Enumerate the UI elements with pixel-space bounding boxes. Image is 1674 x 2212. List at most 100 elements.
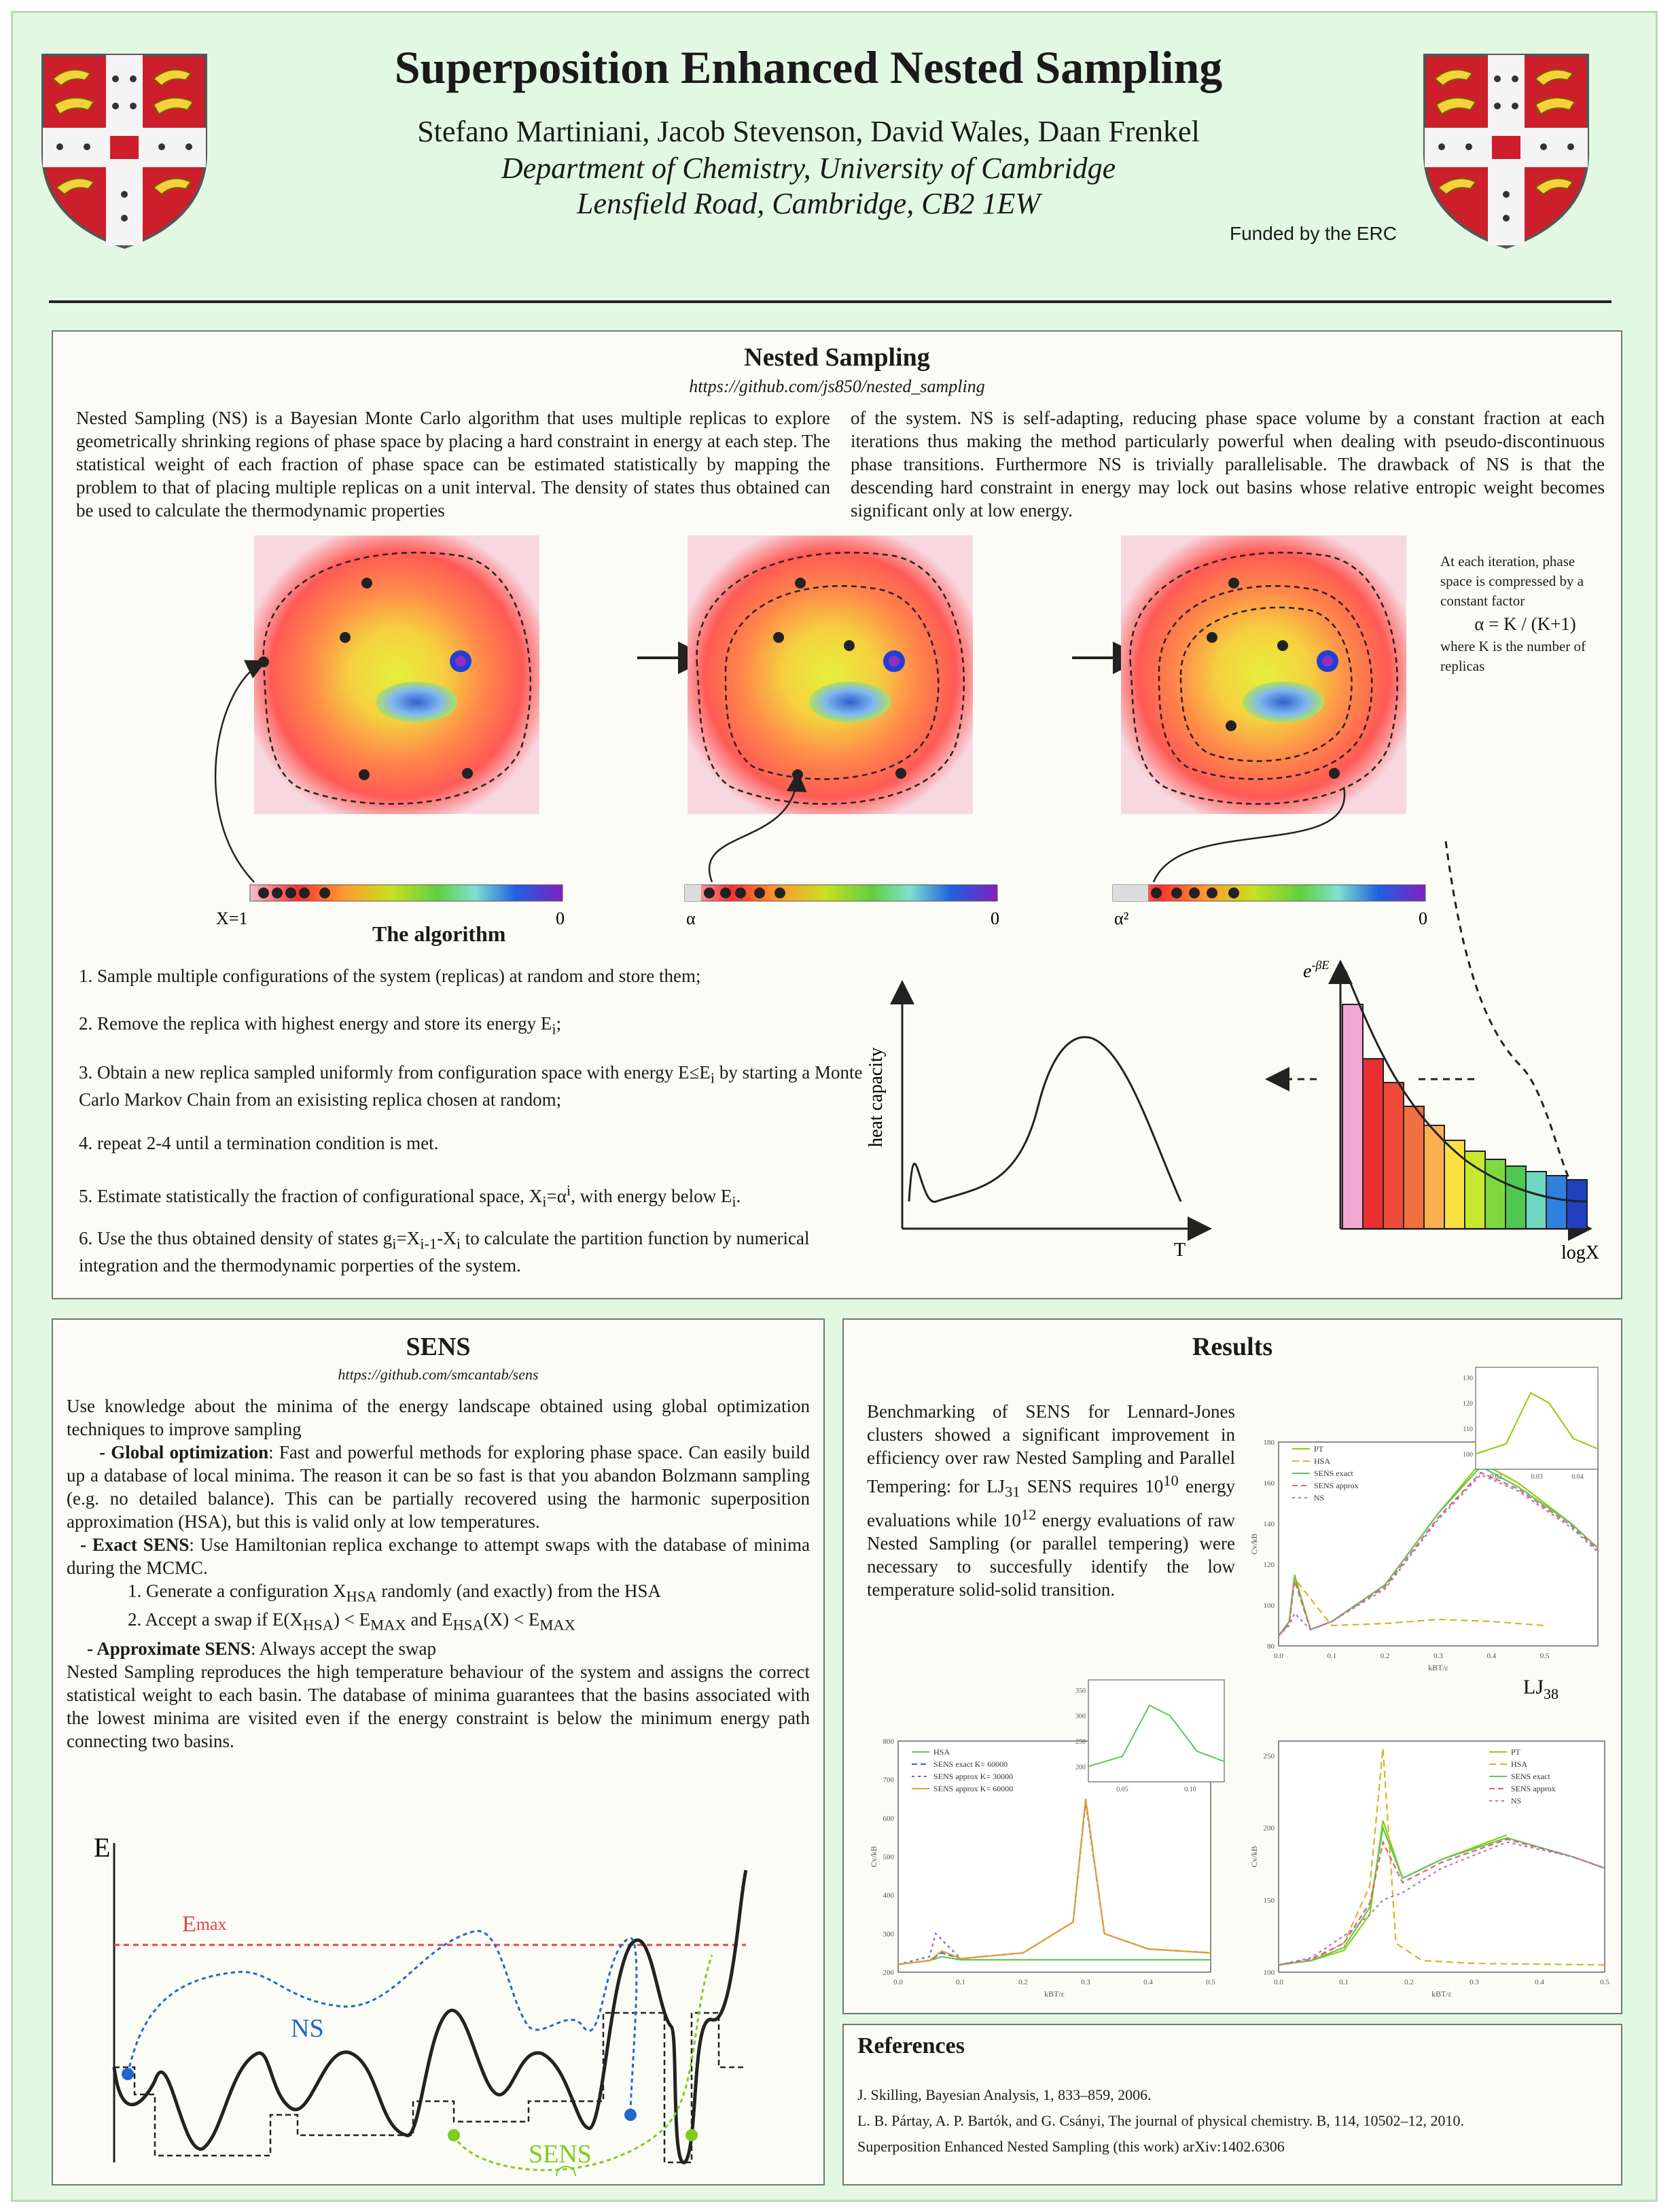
energy-landscape-diagram: E Emax NS SENS <box>94 1832 748 2176</box>
ns-path <box>126 1930 638 2116</box>
x-tick-label: 0.4 <box>1535 1978 1544 1986</box>
heat-ylabel: heat capacity <box>866 1047 887 1147</box>
results-sub: 31 <box>1005 1483 1020 1500</box>
legend-entry: PT <box>1314 1444 1324 1454</box>
weights-label-sup: -βE <box>1311 958 1329 972</box>
inset-series-line <box>1088 1704 1225 1768</box>
plot-area <box>1278 1441 1599 1647</box>
plot-area <box>1278 1740 1605 1973</box>
series-line-sens-approx <box>1278 1838 1605 1966</box>
legend-entry: HSA <box>1314 1456 1330 1466</box>
landscape-panel-1 <box>254 536 539 814</box>
poster-title: Superposition Enhanced Nested Sampling <box>394 41 1223 93</box>
series-line-ns <box>1278 1841 1605 1966</box>
step-2-subscript: i <box>552 1020 556 1038</box>
exact-sens-paragraph: - Exact SENS: Use Hamiltonian replica ex… <box>67 1533 810 1579</box>
legend-entry: NS <box>1314 1493 1324 1503</box>
x-tick-label: 0.2 <box>1018 1978 1028 1986</box>
inset-x-tick-label: 0.02 <box>1490 1473 1502 1481</box>
approx-sens-paragraph: - Approximate SENS: Always accept the sw… <box>67 1637 810 1660</box>
department: Department of Chemistry, University of C… <box>501 152 1116 185</box>
y-tick-label: 300 <box>883 1930 895 1938</box>
y-tick-label: 100 <box>1264 1969 1275 1977</box>
sub2-sub2: MAX <box>370 1616 406 1634</box>
x-axis-label: kBT/ε <box>1431 1989 1452 1999</box>
sub1-sub: HSA <box>346 1587 377 1605</box>
step-6-d: -X <box>437 1228 457 1248</box>
ns-label: NS <box>291 2014 324 2043</box>
algorithm-step-6-text: 6. Use the thus obtained density of stat… <box>79 1228 393 1248</box>
legend-entry: HSA <box>1511 1759 1527 1769</box>
inset-y-tick-label: 110 <box>1463 1426 1473 1433</box>
references-panel: References J. Skilling, Bayesian Analysi… <box>842 2024 1622 2185</box>
y-tick-label: 500 <box>883 1853 895 1861</box>
algorithm-title: The algorithm <box>372 921 506 946</box>
x-tick-label: 0.1 <box>956 1978 965 1986</box>
results-panel: Results Benchmarking of SENS for Lennard… <box>842 1318 1622 2014</box>
legend: HSA SENS exact K= 60000 SENS approx K= 300… <box>912 1747 1013 1793</box>
approx-label: - Approximate SENS <box>87 1638 251 1659</box>
x-tick-label: 0.1 <box>1339 1978 1349 1986</box>
step-6-b: =X <box>396 1228 421 1248</box>
legend-entry: SENS exact <box>1314 1469 1353 1478</box>
step-5-end: . <box>736 1186 741 1206</box>
legend: PT HSA SENS exact SENS approx NS <box>1292 1444 1359 1503</box>
y-tick-label: 160 <box>1264 1479 1275 1488</box>
inset-y-tick-label: 130 <box>1463 1375 1473 1382</box>
y-tick-label: 400 <box>883 1892 895 1900</box>
curve-arrow-2 <box>708 771 807 883</box>
x-tick-label: 0.0 <box>893 1978 903 1986</box>
nested-sampling-panel: Nested Sampling https://github.com/js850… <box>52 330 1622 1299</box>
global-text: : Fast and powerful methods for explorin… <box>67 1442 810 1532</box>
energy-bars: X=1 0 α 0 α² 0 <box>216 884 1427 928</box>
e-axis-label: E <box>94 1832 110 1863</box>
compression-note-k: where K is the number of replicas <box>1440 638 1586 674</box>
algorithm-step-2: 2. Remove the replica with highest energ… <box>79 1013 877 1040</box>
lj75-chart: LJ750.00.10.20.30.40.5200300400500600700… <box>869 1676 1225 1999</box>
landscape-panel-2 <box>688 536 973 814</box>
energy-bar-1 <box>249 884 563 902</box>
y-tick-label: 200 <box>1264 1825 1275 1833</box>
legend-entry: SENS approx K= 60000 <box>933 1784 1013 1793</box>
sub2-sub: HSA <box>302 1616 334 1634</box>
landscape-panel-3 <box>1121 536 1406 814</box>
step-5-sub2: i <box>732 1193 736 1210</box>
sub2-mid: ) < E <box>333 1609 371 1630</box>
x-tick-label: 0.3 <box>1470 1978 1479 1986</box>
x-tick-label: 0.5 <box>1206 1978 1215 1986</box>
sens-swap-marker <box>556 2166 576 2176</box>
y-tick-label: 250 <box>1264 1752 1275 1760</box>
algorithm-step-3: 3. Obtain a new replica sampled uniforml… <box>79 1061 877 1110</box>
y-tick-label: 200 <box>883 1969 895 1977</box>
ns-end-point <box>624 2109 637 2121</box>
sens-start-point <box>448 2129 460 2141</box>
lj31-chart: LJ310.00.10.20.30.40.580100120140160180k… <box>1249 1367 1599 1672</box>
heat-capacity-curve <box>908 1036 1182 1203</box>
references-title: References <box>857 2033 965 2058</box>
algorithm-step-4: 4. repeat 2-4 until a termination condit… <box>79 1133 439 1153</box>
sens-outro: Nested Sampling reproduces the high temp… <box>67 1661 810 1751</box>
weights-histogram: e-βE logX <box>1265 841 1599 1263</box>
inset-y-tick-label: 350 <box>1075 1687 1086 1695</box>
step-6-a: i <box>392 1235 397 1252</box>
bar-label-alpha2: α² <box>1114 909 1129 928</box>
inset-x-tick-label: 0.04 <box>1571 1473 1584 1481</box>
inset-plot-area <box>1475 1367 1599 1470</box>
inset-plot-area <box>1088 1679 1225 1783</box>
compression-note: At each iteration, phase space is compre… <box>1440 552 1610 676</box>
repo-link[interactable]: https://github.com/js850/nested_sampling <box>689 376 985 396</box>
inset-series-line <box>1475 1392 1599 1455</box>
bar-label-zero-1: 0 <box>556 909 565 928</box>
y-axis-label: Cv/kB <box>1249 1846 1259 1867</box>
legend-entry: SENS exact <box>1511 1772 1550 1781</box>
chart-title: LJ38 <box>1523 1676 1559 1702</box>
repo-link[interactable]: https://github.com/smcantab/sens <box>338 1366 539 1383</box>
y-tick-label: 80 <box>1267 1643 1275 1651</box>
weights-label: e-βE <box>1303 958 1329 982</box>
energy-bar-2 <box>684 884 998 902</box>
algorithm-step-5-text: 5. Estimate statistically the fraction o… <box>79 1186 543 1206</box>
lj38-chart: LJ38 0.0 0.1 0.2 0.3 0.4 0.5 100 150 200 250 kBT/ε C… <box>1249 1676 1609 1999</box>
step-5-sub-a: i <box>542 1193 547 1210</box>
y-axis-label: Cv/kB <box>869 1846 878 1867</box>
sens-text: Use knowledge about the minima of the en… <box>67 1394 810 1753</box>
